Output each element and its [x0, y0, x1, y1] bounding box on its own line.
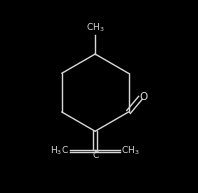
Text: $\mathregular{CH_3}$: $\mathregular{CH_3}$ — [121, 144, 140, 157]
Text: $\mathregular{CH_3}$: $\mathregular{CH_3}$ — [86, 21, 105, 34]
Text: C: C — [92, 151, 98, 160]
Text: $\mathregular{H_3C}$: $\mathregular{H_3C}$ — [50, 144, 69, 157]
Text: O: O — [140, 92, 148, 102]
